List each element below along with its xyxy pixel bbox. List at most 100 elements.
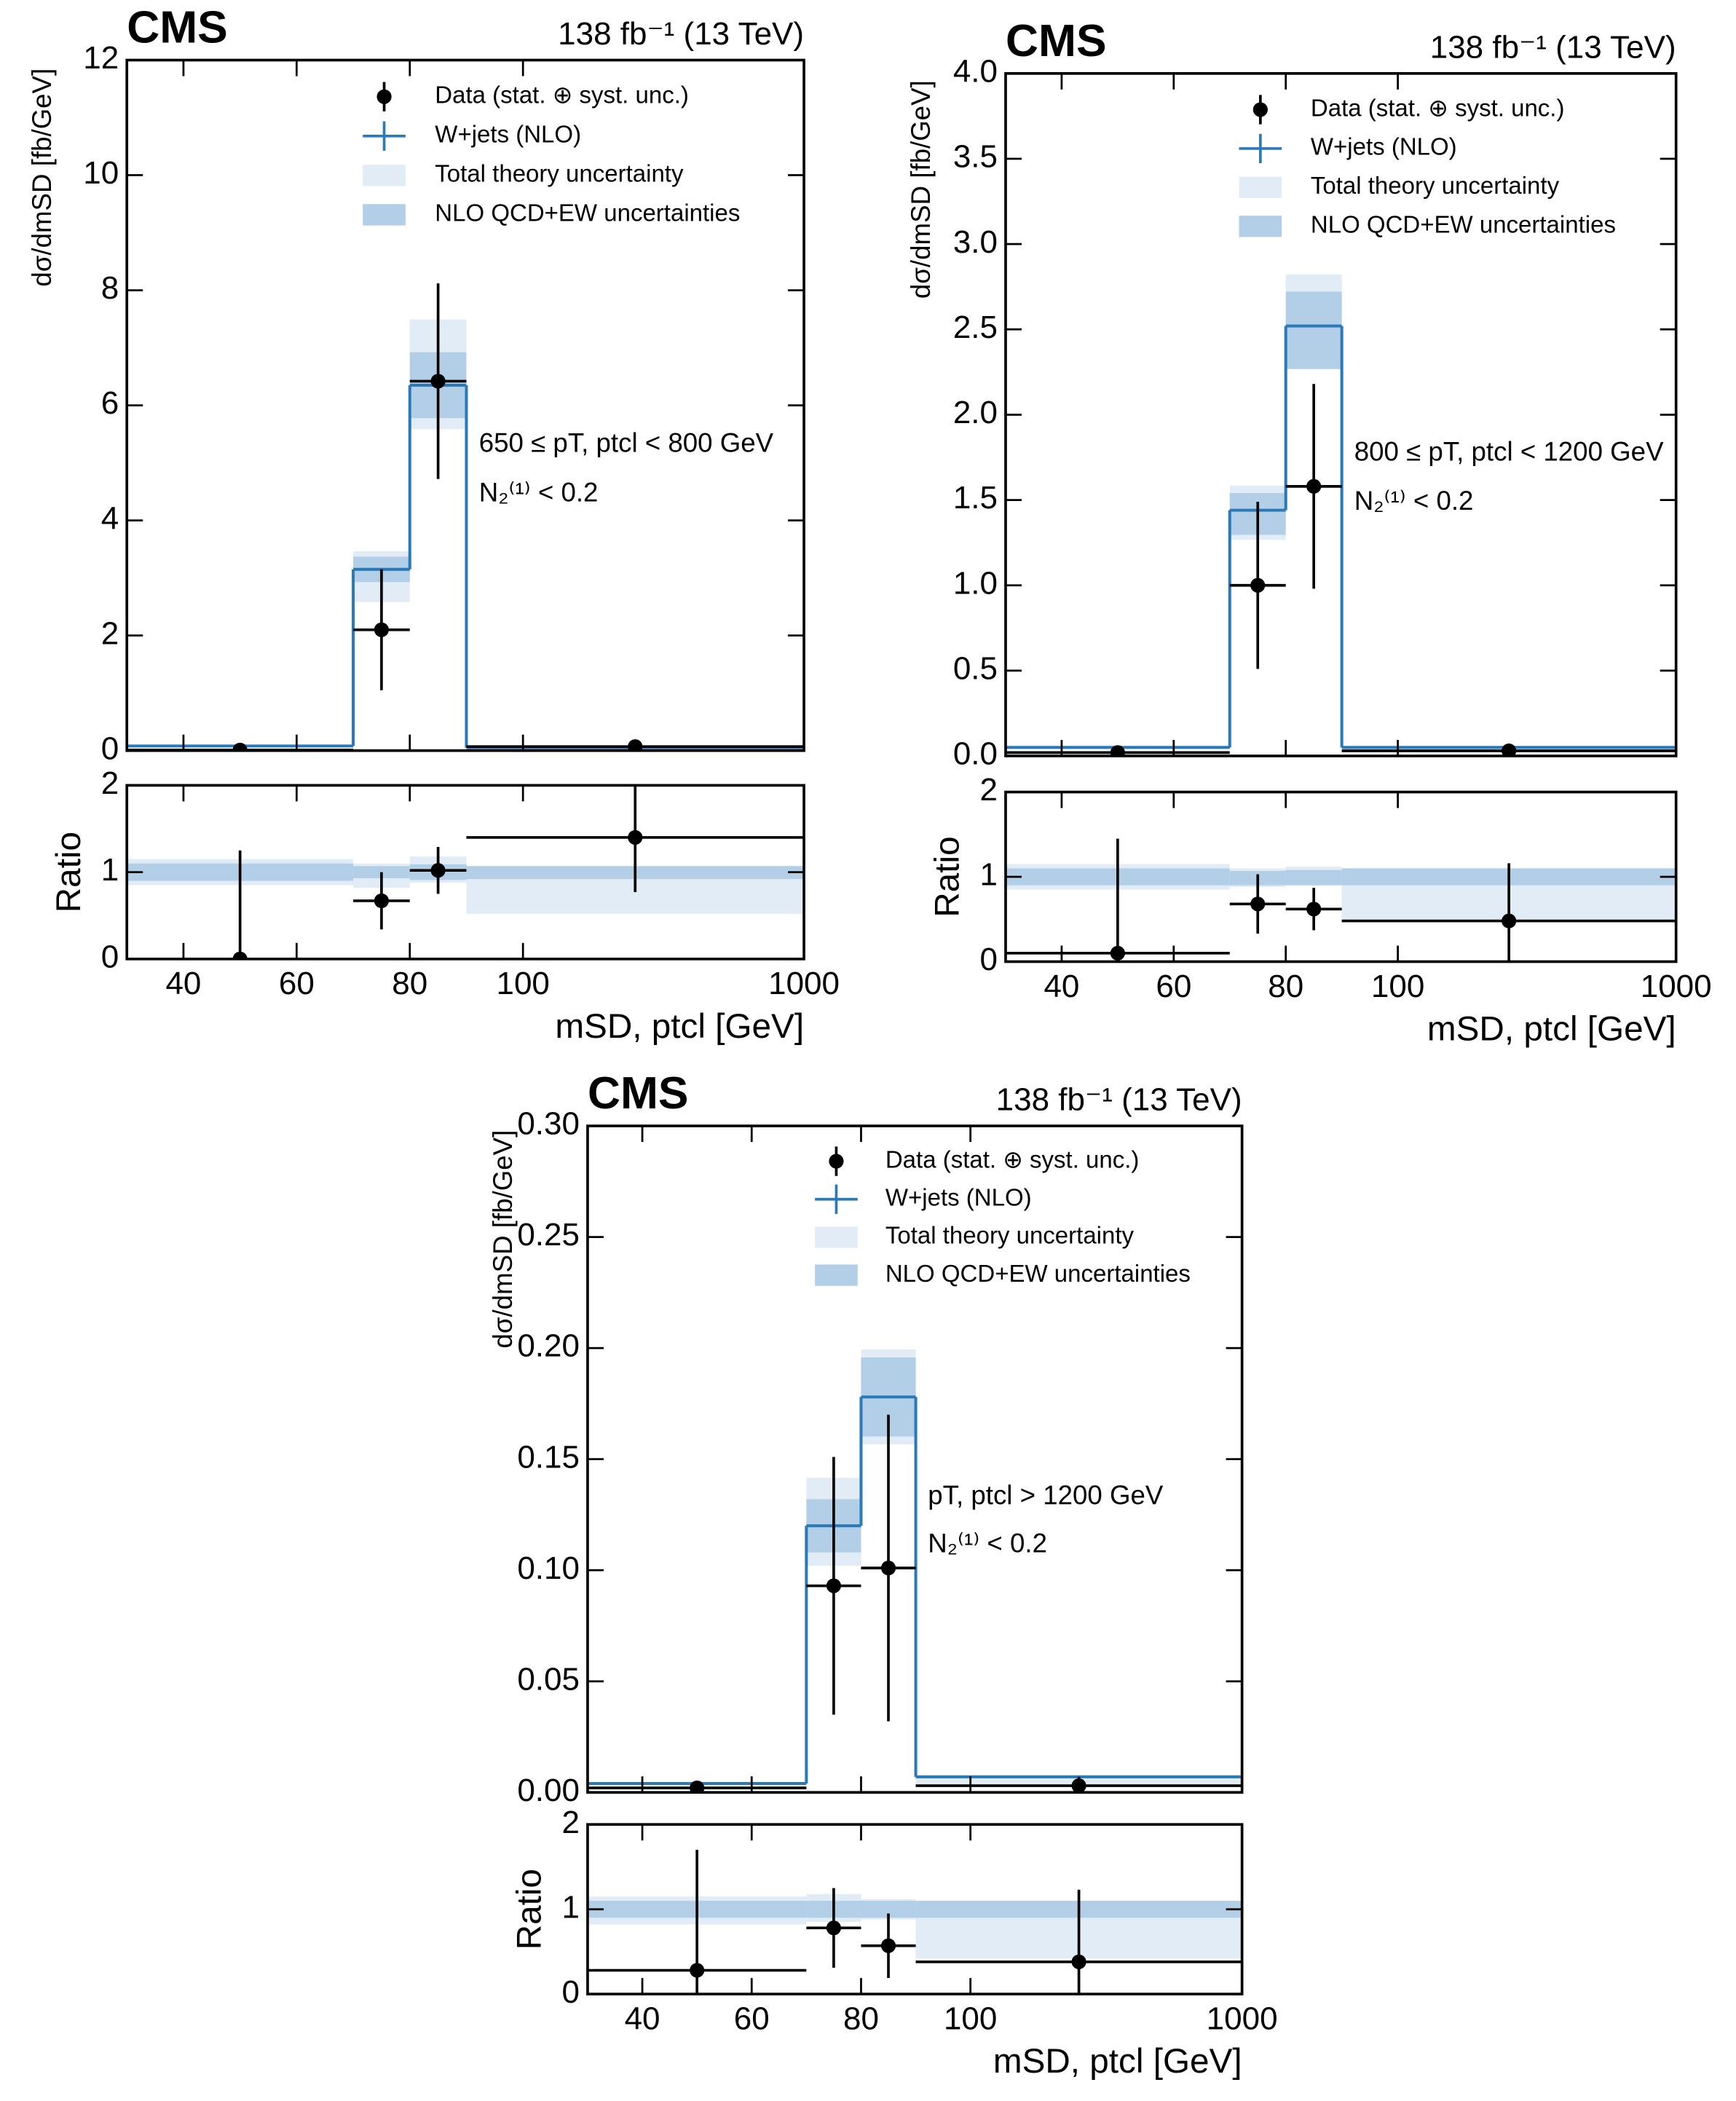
legend-label: W+jets (NLO) — [435, 121, 581, 148]
ratio-axis-label: Ratio — [928, 836, 967, 917]
legend-label: NLO QCD+EW uncertainties — [435, 200, 740, 226]
y-tick-label: 0.15 — [517, 1439, 580, 1475]
main-plot — [1006, 274, 1676, 757]
data-point — [232, 742, 248, 751]
ratio-axis-label: Ratio — [510, 1869, 549, 1950]
ratio-y-tick-label: 1 — [980, 857, 998, 893]
ratio-point — [826, 1920, 842, 1936]
data-point — [430, 374, 446, 389]
legend-marker — [363, 204, 406, 226]
x-tick-label: 100 — [496, 966, 549, 1001]
legend-label: Total theory uncertainty — [435, 160, 684, 187]
legend-label: Total theory uncertainty — [885, 1222, 1135, 1249]
legend-marker — [815, 1264, 858, 1286]
y-tick-label: 0.20 — [517, 1328, 580, 1364]
ratio-plot — [127, 785, 805, 959]
legend-label: W+jets (NLO) — [1311, 133, 1457, 160]
x-tick-label: 60 — [1156, 969, 1191, 1004]
data-point — [1306, 478, 1322, 494]
y-tick-label: 0.0 — [953, 736, 998, 772]
y-tick-label: 12 — [83, 40, 119, 76]
x-axis-label: mSD, ptcl [GeV] — [1427, 1009, 1676, 1048]
y-tick-label: 0.30 — [517, 1106, 580, 1142]
y-axis-label: dσ/dmSD [fb/GeV] — [488, 1130, 518, 1349]
y-tick-label: 2 — [101, 615, 119, 651]
cms-label: CMS — [127, 3, 228, 53]
ratio-y-tick-label: 0 — [101, 939, 119, 974]
ratio-point — [1306, 902, 1322, 917]
legend-marker — [1239, 216, 1282, 237]
x-tick-label: 100 — [1371, 969, 1424, 1004]
ratio-point — [1250, 896, 1266, 912]
legend-label: Data (stat. ⊕ syst. unc.) — [885, 1146, 1140, 1172]
legend-marker — [829, 1154, 844, 1169]
annotation: 650 ≤ pT, ptcl < 800 GeV — [479, 427, 774, 457]
ratio-band — [861, 1901, 916, 1918]
ratio-plot — [587, 1850, 1242, 1995]
legend-label: Data (stat. ⊕ syst. unc.) — [435, 82, 689, 109]
x-tick-label: 1000 — [1641, 969, 1712, 1004]
legend-marker — [815, 1226, 858, 1248]
annotation: N₂⁽¹⁾ < 0.2 — [479, 478, 599, 508]
y-axis-label: dσ/dmSD [fb/GeV] — [27, 68, 57, 287]
y-tick-label: 4.0 — [953, 53, 998, 89]
y-tick-label: 0.25 — [517, 1217, 580, 1253]
x-axis-label: mSD, ptcl [GeV] — [555, 1007, 804, 1046]
y-tick-label: 2.0 — [953, 395, 998, 430]
data-point — [690, 1781, 705, 1793]
lumi-label: 138 fb⁻¹ (13 TeV) — [996, 1082, 1242, 1118]
ratio-y-tick-label: 2 — [101, 765, 119, 801]
x-tick-label: 40 — [1043, 969, 1079, 1004]
ratio-point — [1071, 1954, 1086, 1969]
lumi-label: 138 fb⁻¹ (13 TeV) — [558, 16, 804, 52]
x-tick-label: 80 — [843, 2001, 879, 2036]
panel: 0.00 0.05 0.10 0.15 0.20 0.25 0.30 0 1 2 40 60 80 100… — [488, 1068, 1278, 2081]
ratio-point — [232, 951, 248, 959]
y-tick-label: 0.00 — [517, 1773, 580, 1808]
ratio-y-tick-label: 2 — [980, 772, 998, 808]
x-axis-label: mSD, ptcl [GeV] — [993, 2042, 1242, 2081]
data-point — [880, 1561, 896, 1576]
lumi-label: 138 fb⁻¹ (13 TeV) — [1430, 29, 1676, 65]
x-tick-label: 100 — [944, 2001, 997, 2036]
legend-label: NLO QCD+EW uncertainties — [1311, 211, 1616, 238]
y-tick-label: 0.05 — [517, 1661, 580, 1697]
main-plot — [587, 1349, 1242, 1793]
data-point — [374, 622, 390, 637]
data-point — [628, 739, 643, 751]
main-plot — [127, 283, 805, 751]
ratio-point — [1502, 913, 1517, 929]
y-tick-label: 0.10 — [517, 1550, 580, 1586]
x-tick-label: 40 — [625, 2001, 660, 2036]
y-axis-label: dσ/dmSD [fb/GeV] — [906, 80, 936, 299]
data-point — [826, 1578, 842, 1593]
x-tick-label: 60 — [734, 2001, 770, 2036]
legend-marker — [376, 89, 392, 104]
ratio-point — [1110, 945, 1125, 961]
annotation: pT, ptcl > 1200 GeV — [928, 1480, 1164, 1510]
y-tick-label: 3.5 — [953, 139, 998, 175]
x-tick-label: 80 — [392, 966, 427, 1001]
legend-label: Total theory uncertainty — [1311, 172, 1560, 199]
y-tick-label: 8 — [101, 270, 119, 306]
legend-marker — [1252, 102, 1268, 117]
ratio-point — [690, 1963, 705, 1978]
ratio-point — [374, 893, 390, 909]
y-tick-label: 2.5 — [953, 310, 998, 345]
ratio-point — [880, 1938, 896, 1953]
annotation: 800 ≤ pT, ptcl < 1200 GeV — [1354, 437, 1664, 467]
ratio-y-tick-label: 1 — [101, 852, 119, 888]
data-point — [1110, 745, 1125, 757]
data-point — [1250, 578, 1266, 593]
panel: 0.0 0.5 1.0 1.5 2.0 2.5 3.0 3.5 4.0 0 1 2 40 60 80 100 1… — [906, 16, 1712, 1048]
annotation: N₂⁽¹⁾ < 0.2 — [928, 1528, 1047, 1558]
x-tick-label: 60 — [279, 966, 315, 1001]
ratio-plot — [1006, 838, 1676, 962]
ratio-point — [430, 863, 446, 878]
y-tick-label: 1.0 — [953, 565, 998, 601]
y-tick-label: 1.5 — [953, 480, 998, 516]
ratio-y-tick-label: 1 — [561, 1889, 579, 1925]
ratio-y-tick-label: 2 — [561, 1805, 579, 1840]
legend-label: W+jets (NLO) — [885, 1183, 1032, 1210]
